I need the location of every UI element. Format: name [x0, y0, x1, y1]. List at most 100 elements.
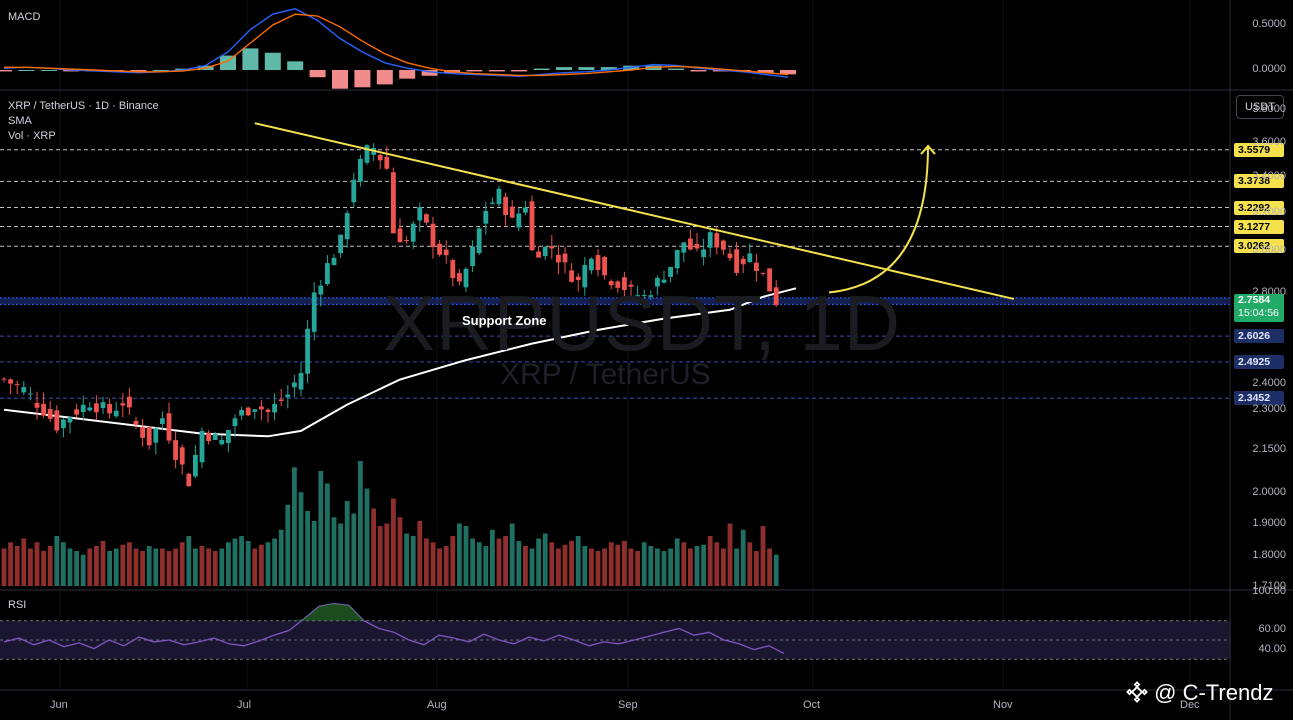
macd-histogram-bar: [175, 68, 192, 70]
macd-histogram-bar: [578, 67, 595, 70]
volume-bar: [41, 551, 46, 586]
symbol-title[interactable]: XRP / TetherUS · 1D · Binance: [8, 100, 159, 112]
candle-body: [549, 246, 555, 249]
price-axis-tick: 2.4000: [1252, 377, 1286, 390]
price-axis-tick: 1.9000: [1252, 516, 1286, 529]
current-price-badge[interactable]: 2.7584 15:04:56: [1234, 294, 1284, 323]
volume-bar: [179, 542, 185, 586]
candle-body: [714, 233, 720, 248]
candle-body: [226, 429, 231, 444]
candle-body: [430, 223, 436, 248]
candle-body: [259, 406, 264, 410]
candle-body: [344, 213, 350, 240]
candle-body: [179, 447, 185, 465]
time-axis-tick: Dec: [1180, 699, 1200, 711]
time-axis-tick: Sep: [618, 699, 638, 711]
volume-bar: [199, 546, 205, 586]
volume-bar: [232, 538, 238, 586]
volume-bar: [212, 551, 218, 586]
volume-bar: [14, 546, 20, 586]
volume-bar: [760, 526, 766, 586]
price-level-badge[interactable]: 3.3738: [1234, 174, 1284, 189]
candle-body: [410, 223, 416, 242]
price-axis-tick: 1.8000: [1252, 548, 1286, 561]
volume-bar: [113, 548, 119, 586]
candle-body: [740, 258, 746, 265]
macd-histogram-bar: [466, 70, 483, 72]
volume-bar: [516, 541, 522, 586]
volume-bar: [635, 551, 640, 586]
volume-bar: [153, 548, 159, 586]
volume-bar: [562, 544, 568, 586]
volume-bar: [674, 538, 680, 586]
volume-bar: [34, 542, 40, 586]
name-watermark: XRP / TetherUS: [500, 358, 711, 391]
candle-body: [8, 379, 13, 384]
candle-body: [87, 407, 93, 411]
volume-bar: [133, 548, 139, 586]
candle-body: [239, 410, 244, 416]
price-level-badge[interactable]: 3.0262: [1234, 239, 1284, 254]
projection-curve[interactable]: [828, 146, 929, 294]
volume-bar: [628, 548, 634, 586]
price-level-badge[interactable]: 2.3452: [1234, 391, 1284, 406]
time-axis-tick: Jul: [237, 699, 252, 711]
macd-pane: [0, 8, 796, 89]
indicator-sma[interactable]: SMA: [8, 115, 32, 127]
volume-bar: [536, 538, 541, 586]
volume-bar: [74, 551, 79, 586]
candle-body: [417, 207, 423, 221]
candle-body: [668, 267, 673, 277]
macd-histogram-bar: [242, 48, 259, 70]
volume-bar: [490, 529, 495, 586]
macd-histogram-bar: [690, 70, 707, 72]
price-axis-tick: 3.8000: [1252, 103, 1286, 116]
volume-bar: [582, 546, 588, 586]
rsi-axis-tick: 100.00: [1252, 585, 1286, 597]
candle-body: [516, 213, 522, 228]
candle-body: [61, 419, 66, 429]
candle-body: [641, 295, 647, 297]
candle-body: [298, 373, 304, 390]
candle-body: [754, 262, 759, 271]
volume-bar: [397, 517, 403, 586]
projection-arrowhead[interactable]: [920, 144, 936, 155]
breakout-projection-arrow[interactable]: [828, 144, 936, 294]
volume-bar: [688, 548, 693, 586]
macd-histogram-bar: [511, 70, 528, 72]
macd-histogram-bar: [130, 70, 147, 72]
price-level-badge[interactable]: 3.2292: [1234, 200, 1284, 215]
price-level-badge[interactable]: 2.6026: [1234, 329, 1284, 344]
candle-body: [622, 277, 627, 291]
sma-path: [3, 287, 797, 438]
candle-body: [437, 243, 442, 255]
candle-body: [476, 228, 482, 254]
volume-bar: [239, 536, 244, 586]
volume-bar: [226, 542, 231, 586]
candle-body: [397, 228, 403, 243]
candle-body: [100, 402, 106, 409]
macd-histogram-bar: [421, 70, 438, 76]
brand-text: @ C-Trendz: [1154, 680, 1274, 705]
indicator-volume[interactable]: Vol · XRP: [8, 130, 56, 142]
candle-body: [602, 256, 607, 276]
candle-body: [153, 428, 159, 443]
macd-histogram-bar: [533, 68, 550, 70]
candle-body: [193, 455, 198, 477]
price-level-badge[interactable]: 3.1277: [1234, 219, 1284, 234]
volume-bar: [457, 523, 462, 586]
candle-body: [364, 145, 370, 163]
price-level-badge[interactable]: 3.5579: [1234, 142, 1284, 157]
candle-body: [54, 410, 60, 431]
price-level-badge[interactable]: 2.4925: [1234, 354, 1284, 369]
volume-bar: [259, 544, 264, 586]
currency-button[interactable]: USDT: [1236, 95, 1284, 119]
candle-body: [575, 276, 581, 281]
volume-bar: [608, 542, 614, 586]
volume-bar: [529, 548, 535, 586]
volume-bar: [160, 548, 165, 586]
candle-body: [760, 272, 766, 274]
time-axis-tick: Oct: [803, 699, 821, 711]
volume-bar: [21, 538, 27, 586]
